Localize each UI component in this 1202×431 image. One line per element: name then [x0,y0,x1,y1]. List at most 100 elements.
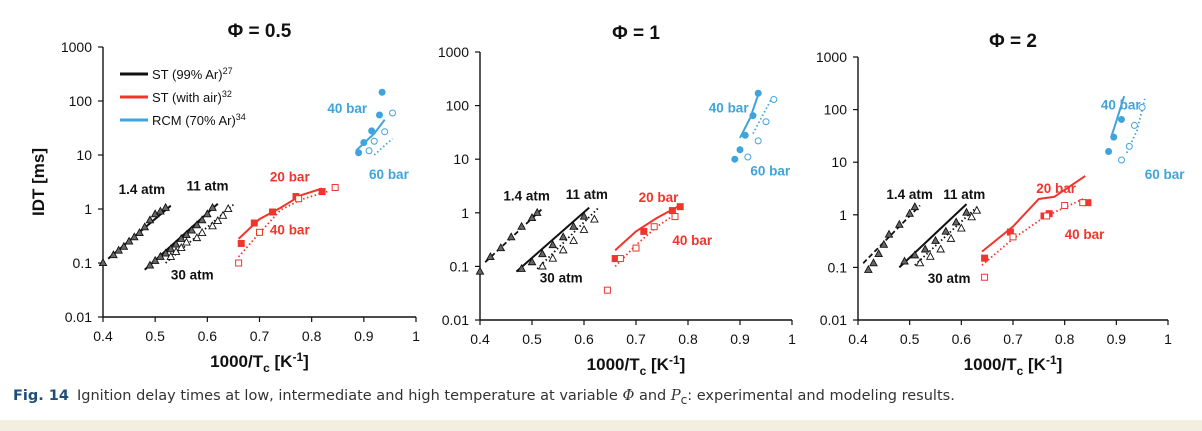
data-point [879,239,889,248]
data-point [538,249,547,258]
data-point [176,233,186,242]
data-point [910,250,920,259]
data-point [915,258,925,267]
data-point [378,88,386,96]
y-tick-label: 10 [831,154,847,170]
legend-name: ST (99% Ar) [152,67,223,82]
annotation-label: 30 atm [171,267,214,282]
annotation-label: 1.4 atm [119,182,166,197]
legend-label: RCM (70% Ar)34 [152,112,246,128]
annotation-label: 60 bar [750,163,791,178]
y-tick-label: 1 [839,207,847,223]
x-axis-label-part: c [1017,364,1024,378]
annotation-label: 60 bar [1145,167,1186,182]
data-point [527,213,537,222]
data-point [486,252,495,261]
chart-title: Φ = 1 [612,23,660,44]
y-tick-label: 1000 [61,39,92,55]
x-tick-label: 0.5 [145,328,165,344]
y-tick-label: 0.1 [450,258,470,274]
data-point [370,137,378,145]
data-point [145,215,155,224]
x-tick-label: 1 [1164,331,1172,347]
data-point [548,253,558,262]
data-point [910,202,920,211]
y-tick-label: 10 [76,147,92,163]
series-rcm-70-ar-60-bar [744,95,778,161]
annotation-label: 40 bar [709,100,750,115]
caption-text-pre: Ignition delay times at low, intermediat… [77,388,623,404]
x-axis-label-part: -1 [1046,353,1057,367]
x-tick-label: 0.9 [730,331,750,347]
data-point [496,243,506,252]
model-line [536,206,601,270]
data-point [223,204,233,213]
data-point [905,208,915,217]
data-point [331,184,339,192]
series-st-99-ar-open [914,205,982,267]
data-point [972,205,982,214]
series-rcm-70-ar-40-bar [731,89,762,163]
data-point [295,195,303,203]
y-tick-label: 1 [461,205,469,221]
x-tick-label: 0.8 [302,328,322,344]
data-point [1079,199,1087,207]
series-st-99-ar-open [165,204,234,264]
x-tick-label: 0.8 [678,331,698,347]
figure: Φ = 0.5 0.01 0.1 1 10 100 1000 0.4 0.5 0.6 0.7 0.8 0… [29,21,1185,378]
data-point [936,244,946,253]
data-point [744,153,752,161]
x-tick-label: 0.7 [626,331,646,347]
x-axis-label-part: 1000/T [964,355,1018,374]
series-st-with-air-40-bar [603,212,679,294]
data-point [538,261,547,270]
data-point [754,137,762,145]
x-axis-label-part: ] [303,352,309,371]
data-point [197,215,207,224]
x-tick-label: 0.4 [470,331,490,347]
bottom-band [0,420,1202,431]
data-point [1125,142,1133,150]
model-line [614,212,679,268]
y-tick-label: 0.01 [442,312,469,328]
data-point [558,232,568,241]
model-line [373,138,394,156]
data-point [237,239,245,247]
data-point [941,226,951,235]
x-tick-label: 1 [412,328,420,344]
data-point [754,89,762,97]
data-point [676,203,684,211]
data-point [318,188,326,196]
data-point [741,131,749,139]
series-rcm-70-ar-60-bar [1118,98,1146,164]
data-point [770,95,778,103]
data-point [114,245,124,254]
x-axis-label-part: ] [1057,355,1063,374]
series-st-with-air-40-bar [235,184,339,267]
data-point [187,225,197,234]
y-tick-label: 100 [69,93,93,109]
annotation-label: 20 bar [639,190,680,205]
data-point [640,227,648,235]
data-point [506,232,516,241]
x-axis-label: 1000/Tc [K-1] [210,350,309,375]
data-point [256,228,263,236]
data-point [894,219,904,228]
y-tick-label: 100 [824,102,848,118]
caption-pc: P [670,388,681,404]
data-point [590,214,599,223]
data-point [962,207,971,216]
annotation-label: 30 atm [540,271,583,286]
model-line [914,206,978,266]
model-line [1110,95,1126,138]
series-st-with-air-20-bar [237,187,326,247]
data-point [389,109,397,117]
annotation-label: 40 bar [1101,98,1142,113]
x-tick-label: 0.7 [250,328,270,344]
chart-title: Φ = 2 [989,31,1037,52]
data-point [671,213,679,221]
data-point [150,255,160,264]
data-point [98,258,108,267]
chart-panel-3: Φ = 2 0.01 0.1 1 10 100 1000 0.4 0.5 0.6 0.7 0.8 0.9… [816,31,1185,378]
series-st-99-ar-open [536,206,601,270]
